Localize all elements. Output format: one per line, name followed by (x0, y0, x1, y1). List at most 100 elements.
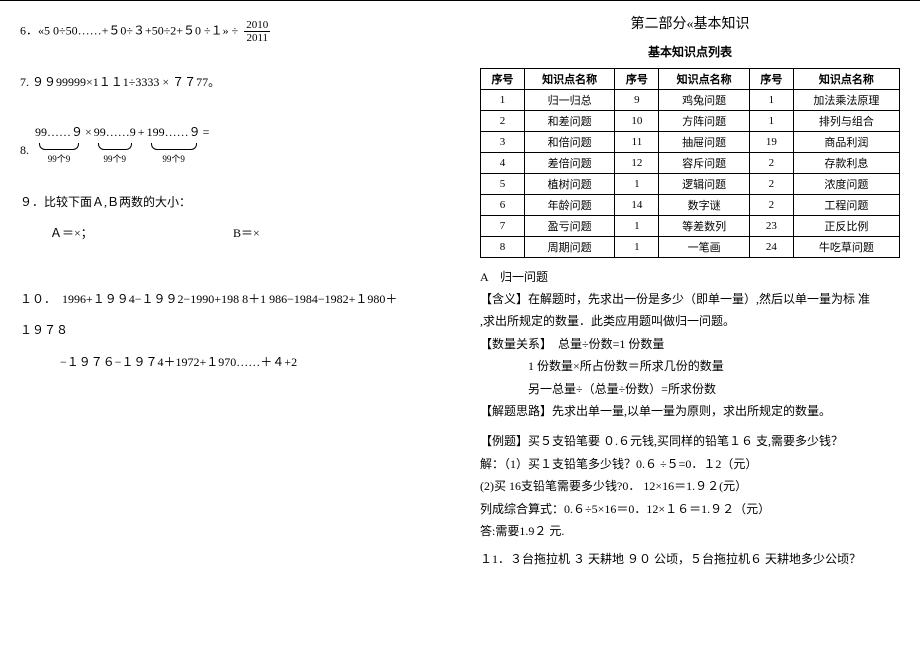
q8-a-label: 99个9 (35, 151, 83, 167)
table-body: 1归一归总9鸡兔问题1加法乘法原理2和差问题10方阵问题1排列与组合3和倍问题1… (481, 90, 900, 258)
question-10: １０． 1996+１９９4−１９９2−1990+198 8＋1 986−1984… (20, 289, 440, 374)
q8-group-c: 199……９ 99个9 (147, 122, 201, 168)
frac-num: 2010 (244, 19, 270, 32)
table-cell: 1 (481, 90, 525, 111)
table-cell: 植树问题 (524, 174, 615, 195)
table-cell: 和差问题 (524, 111, 615, 132)
knowledge-table: 序号知识点名称序号知识点名称序号知识点名称 1归一归总9鸡兔问题1加法乘法原理2… (480, 68, 900, 258)
table-row: 2和差问题10方阵问题1排列与组合 (481, 111, 900, 132)
table-cell: 7 (481, 216, 525, 237)
table-cell: 一笔画 (659, 237, 750, 258)
table-cell: 1 (615, 237, 659, 258)
times-1: × (85, 122, 92, 144)
example-p6: 【例题】买５支铅笔要 ０.６元钱,买同样的铅笔１６ 支,需要多少钱？ (480, 431, 900, 451)
table-cell: 浓度问题 (793, 174, 899, 195)
relation-p2: 【数量关系】 总量÷份数=1 份数量 (480, 334, 900, 354)
table-cell: 容斥问题 (659, 153, 750, 174)
table-cell: 2 (749, 174, 793, 195)
table-cell: 年龄问题 (524, 195, 615, 216)
table-row: 8周期问题1一笔画24牛吃草问题 (481, 237, 900, 258)
table-cell: 11 (615, 132, 659, 153)
q8-b-top: 99……9 (94, 122, 136, 144)
example-p9: 列成综合算式：0.６÷5×16＝0．12×１６＝1.９２（元） (480, 499, 900, 519)
knowledge-subtitle: 基本知识点列表 (480, 43, 900, 60)
table-row: 6年龄问题14数字谜2工程问题 (481, 195, 900, 216)
example-p7: 解：（1）买１支铅笔多少钱？0.６ ÷５=0．１2（元） (480, 454, 900, 474)
table-cell: 2 (481, 111, 525, 132)
table-cell: 周期问题 (524, 237, 615, 258)
q9-a: Ａ＝×； (20, 223, 230, 245)
brace-icon (98, 143, 132, 150)
example-p10: 答:需要1.9２ 元. (480, 521, 900, 541)
table-cell: 1 (615, 174, 659, 195)
q8-number: 8. (20, 140, 29, 162)
table-cell: 8 (481, 237, 525, 258)
brace-icon (39, 143, 79, 150)
q8-c-top: 199……９ (147, 122, 201, 144)
table-header-cell: 序号 (749, 69, 793, 90)
table-cell: 存款利息 (793, 153, 899, 174)
q7-text: 7. ９９99999×1１１1÷3333 × ７７77。 (20, 75, 220, 89)
table-cell: 方阵问题 (659, 111, 750, 132)
table-header-cell: 知识点名称 (524, 69, 615, 90)
table-cell: 等差数列 (659, 216, 750, 237)
table-cell: 1 (615, 216, 659, 237)
q9-b: B＝× (233, 226, 260, 240)
meaning-p1: 【含义】在解题时，先求出一份是多少（即单一量）,然后以单一量为标 准 (480, 289, 900, 309)
meaning-p1b: ,求出所规定的数量．此类应用题叫做归一问题。 (480, 311, 900, 331)
table-row: 3和倍问题11抽屉问题19商品利润 (481, 132, 900, 153)
table-cell: 14 (615, 195, 659, 216)
table-cell: 1 (749, 111, 793, 132)
table-cell: 1 (749, 90, 793, 111)
question-11: １1．３台拖拉机 ３ 天耕地 ９０ 公顷，５台拖拉机６ 天耕地多少公顷？ (480, 549, 900, 569)
table-cell: 归一归总 (524, 90, 615, 111)
part2-title: 第二部分«基本知识 (480, 13, 900, 33)
table-cell: 鸡兔问题 (659, 90, 750, 111)
left-page: 6．«5 0÷50……+５0÷３+50÷2+５0 ÷１» ÷ 2010 2011… (0, 0, 460, 651)
question-7: 7. ９９99999×1１１1÷3333 × ７７77。 (20, 72, 440, 94)
table-cell: 19 (749, 132, 793, 153)
table-cell: 盈亏问题 (524, 216, 615, 237)
example-p8: (2)买 16支铅笔需要多少钱?0． 12×16＝1.９２(元） (480, 476, 900, 496)
table-cell: 6 (481, 195, 525, 216)
q10-line3: −１９７６−１９７4＋1972+１970……＋４+2 (20, 352, 440, 374)
q6-fraction: 2010 2011 (244, 19, 270, 44)
table-cell: 3 (481, 132, 525, 153)
q10-line2: １９７８ (20, 320, 440, 342)
q8-b-label: 99个9 (94, 151, 136, 167)
relation-p3: 1 份数量×所占份数＝所求几份的数量 (480, 356, 900, 376)
section-a-title: A 归一问题 (480, 268, 900, 285)
right-page: 第二部分«基本知识 基本知识点列表 序号知识点名称序号知识点名称序号知识点名称 … (460, 0, 920, 651)
table-cell: 2 (749, 195, 793, 216)
question-6: 6．«5 0÷50……+５0÷３+50÷2+５0 ÷１» ÷ 2010 2011 (20, 19, 440, 44)
table-cell: 9 (615, 90, 659, 111)
table-cell: 12 (615, 153, 659, 174)
table-cell: 2 (749, 153, 793, 174)
q8-a-top: 99……９ (35, 122, 83, 144)
table-cell: 23 (749, 216, 793, 237)
table-cell: 工程问题 (793, 195, 899, 216)
table-cell: 正反比例 (793, 216, 899, 237)
q8-equals: = (203, 122, 210, 144)
q6-text: 6．«5 0÷50……+５0÷３+50÷2+５0 ÷１» ÷ (20, 23, 238, 37)
table-cell: 排列与组合 (793, 111, 899, 132)
table-header-row: 序号知识点名称序号知识点名称序号知识点名称 (481, 69, 900, 90)
table-cell: 数字谜 (659, 195, 750, 216)
table-cell: 和倍问题 (524, 132, 615, 153)
brace-icon (151, 143, 197, 150)
table-cell: 10 (615, 111, 659, 132)
table-cell: 商品利润 (793, 132, 899, 153)
table-cell: 24 (749, 237, 793, 258)
table-header-cell: 知识点名称 (793, 69, 899, 90)
table-row: 5植树问题1逻辑问题2浓度问题 (481, 174, 900, 195)
q8-group-a: 99……９ 99个9 (35, 122, 83, 168)
q9-prompt: ９．比较下面Ａ,Ｂ两数的大小： (20, 192, 440, 214)
table-cell: 加法乘法原理 (793, 90, 899, 111)
table-row: 7盈亏问题1等差数列23正反比例 (481, 216, 900, 237)
table-row: 1归一归总9鸡兔问题1加法乘法原理 (481, 90, 900, 111)
question-8: 8. 99……９ 99个9 × 99……9 99个9 + 199……９ 99个9… (20, 122, 440, 168)
relation-p4: 另一总量÷（总量÷份数）=所求份数 (480, 379, 900, 399)
thinking-p5: 【解题思路】先求出单一量,以单一量为原则，求出所规定的数量。 (480, 401, 900, 421)
table-cell: 逻辑问题 (659, 174, 750, 195)
plus-1: + (138, 122, 145, 144)
